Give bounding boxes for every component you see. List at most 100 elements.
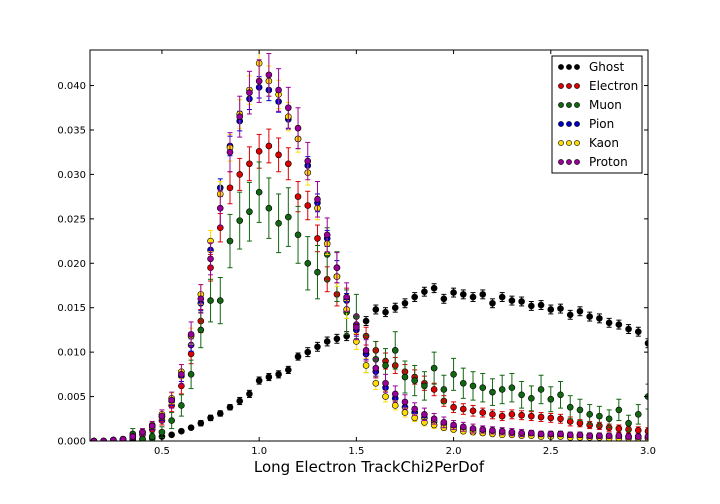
data-point (411, 377, 418, 384)
data-point (216, 204, 224, 212)
data-point (255, 77, 263, 85)
data-point (644, 427, 648, 435)
data-point (586, 432, 593, 439)
y-tick-label: 0.035 (57, 125, 86, 136)
data-point (557, 415, 564, 423)
legend-marker (558, 159, 564, 165)
data-point (634, 328, 642, 335)
data-point (285, 213, 292, 221)
data-point (450, 371, 457, 378)
data-point (566, 431, 574, 439)
data-point (547, 430, 555, 438)
legend-marker (566, 159, 572, 165)
data-point (343, 293, 350, 301)
data-point (421, 382, 428, 390)
data-point (304, 202, 312, 209)
data-point (440, 386, 448, 393)
data-point (498, 293, 506, 301)
data-point (148, 433, 156, 440)
data-point (625, 325, 632, 333)
legend-marker (558, 64, 564, 70)
legend-label: Kaon (589, 136, 619, 150)
legend-item-pion: Pion (558, 117, 614, 131)
data-point (518, 391, 525, 399)
data-point (323, 338, 331, 345)
data-point (382, 308, 389, 316)
legend: Ghost Electron Muon Pion Kaon Proton (551, 55, 643, 174)
data-point (508, 384, 516, 391)
legend-box (551, 55, 643, 174)
data-point (275, 219, 282, 227)
data-point (216, 410, 224, 417)
legend-label: Proton (589, 155, 628, 169)
data-point (596, 315, 603, 322)
data-point (362, 317, 370, 325)
y-tick-label: 0.030 (57, 170, 86, 181)
data-point (537, 301, 545, 309)
data-point (100, 437, 107, 441)
data-point (158, 428, 166, 436)
data-point (596, 412, 603, 420)
data-point (518, 411, 525, 419)
data-point (255, 148, 263, 155)
data-point (168, 431, 175, 439)
data-point (255, 188, 263, 196)
legend-marker (574, 64, 580, 70)
data-point (537, 430, 545, 438)
legend-item-electron: Electron (558, 79, 638, 93)
data-point (450, 403, 457, 411)
data-point (479, 384, 487, 391)
data-point (586, 411, 593, 418)
data-point (508, 428, 516, 436)
legend-marker (566, 64, 572, 70)
x-axis-title: Long Electron TrackChi2PerDof (254, 458, 485, 476)
y-tick-label: 0.000 (57, 437, 86, 448)
data-point (314, 195, 321, 203)
data-point (479, 426, 487, 433)
data-point (226, 237, 234, 245)
data-point (576, 431, 584, 439)
data-point (421, 411, 428, 418)
data-point (489, 299, 496, 307)
x-axis: 0.5 1.0 1.5 2.0 2.5 3.0 (154, 50, 656, 457)
data-point (547, 395, 555, 403)
series-proton (90, 53, 648, 441)
data-point (479, 409, 487, 416)
data-point (605, 319, 613, 327)
data-point (129, 433, 137, 440)
data-point (596, 432, 603, 439)
data-point (401, 398, 409, 406)
data-point (469, 425, 477, 432)
data-point (304, 348, 312, 356)
data-point (275, 86, 282, 94)
data-point (382, 379, 389, 387)
data-point (450, 421, 457, 429)
data-point (158, 412, 166, 420)
legend-item-muon: Muon (558, 98, 622, 112)
data-point (391, 347, 399, 354)
data-point (362, 362, 370, 369)
y-axis: 0.000 0.005 0.010 0.015 0.020 0.025 0.030 0.035… (57, 81, 648, 448)
data-point (498, 386, 506, 393)
data-point (207, 414, 214, 422)
data-point (304, 157, 312, 165)
data-point (197, 326, 205, 334)
data-point (178, 402, 185, 409)
data-point (333, 264, 341, 272)
data-point (518, 298, 525, 305)
data-point (187, 350, 195, 358)
data-point (566, 311, 574, 319)
data-point (401, 409, 409, 416)
data-point (459, 423, 467, 431)
legend-marker (574, 102, 580, 108)
x-tick-label: 1.0 (251, 446, 267, 457)
data-point (411, 405, 418, 413)
data-point (265, 373, 273, 381)
data-point (294, 124, 302, 132)
data-point (255, 377, 263, 384)
data-point (508, 297, 516, 304)
legend-marker (566, 102, 572, 108)
data-point (275, 151, 282, 159)
data-point (90, 437, 98, 441)
